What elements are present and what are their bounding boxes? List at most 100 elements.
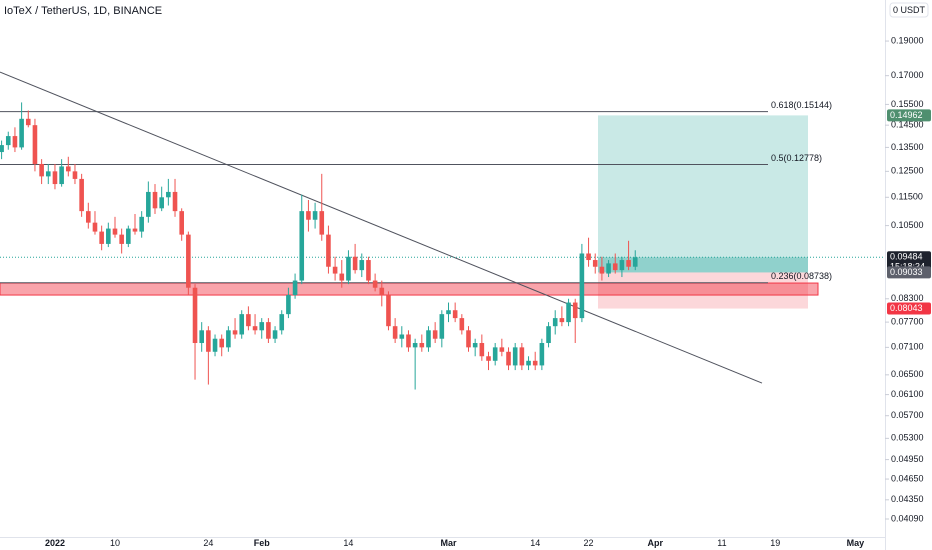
candle-body <box>119 234 124 244</box>
candle-body <box>92 222 98 232</box>
candle-body <box>552 318 558 327</box>
target-price-box <box>887 109 931 122</box>
target-area <box>598 115 808 273</box>
candle-body <box>339 273 345 281</box>
y-tick-label: 0.08300 <box>891 293 924 303</box>
candle-body <box>306 211 311 220</box>
candle-body <box>52 171 58 185</box>
candle-body <box>126 228 131 244</box>
y-tick-label: 0.07700 <box>891 316 924 326</box>
candle-body <box>319 211 325 235</box>
entry-price-box <box>887 266 931 279</box>
candle-body <box>12 136 18 148</box>
x-tick-label: May <box>847 538 865 548</box>
candle-body <box>426 330 431 348</box>
currency-button[interactable] <box>889 2 929 18</box>
candle-body <box>446 310 451 315</box>
y-tick-label: 0.06100 <box>891 389 924 399</box>
candle-body <box>152 191 158 209</box>
y-tick-label: 0.07100 <box>891 342 924 352</box>
candle-body <box>226 330 231 348</box>
candle-body <box>619 260 625 271</box>
candle-body <box>86 211 91 223</box>
candle-body <box>506 351 511 366</box>
candle-body <box>45 171 51 177</box>
y-tick-label: 0.19000 <box>891 35 924 45</box>
candle-body <box>492 347 498 361</box>
x-tick-label: 14 <box>530 538 540 548</box>
y-tick-label: 0.05700 <box>891 410 924 420</box>
open-profit-area <box>598 257 808 273</box>
candle-body <box>252 326 258 331</box>
candle-body <box>419 343 425 348</box>
x-tick-label: 22 <box>584 538 594 548</box>
currency-label[interactable]: 0 USDT <box>893 5 926 15</box>
y-tick-label: 0.05300 <box>891 433 924 443</box>
target-price-label: 0.14962 <box>890 110 923 120</box>
candle-body <box>412 343 418 348</box>
x-tick-label: 11 <box>717 538 726 548</box>
candle-body <box>146 191 151 217</box>
x-tick-label: 24 <box>203 538 213 548</box>
y-tick-label: 0.15500 <box>891 99 924 109</box>
x-tick-label: 14 <box>343 538 353 548</box>
chart-title: IoTeX / TetherUS, 1D, BINANCE <box>4 5 162 17</box>
stop-area <box>598 272 808 309</box>
candle-body <box>312 211 318 220</box>
candle-body <box>232 330 238 335</box>
candle-body <box>432 330 438 339</box>
candle-body <box>159 197 164 209</box>
candle-body <box>332 266 338 274</box>
fib-label: 0.236(0.08738) <box>771 271 832 281</box>
trendline <box>0 71 763 384</box>
candle-body <box>592 260 598 267</box>
candle-body <box>25 118 31 126</box>
x-tick-label: Apr <box>648 538 664 548</box>
candle-body <box>299 211 305 281</box>
x-tick-label: 10 <box>110 538 120 548</box>
candle-body <box>606 263 611 274</box>
candle-body <box>439 314 445 339</box>
candle-body <box>479 343 485 357</box>
candle-body <box>472 343 478 348</box>
candle-body <box>292 280 298 296</box>
candle-body <box>72 171 78 179</box>
candle-body <box>546 326 551 344</box>
candle-body <box>219 338 225 348</box>
candle-body <box>386 295 391 327</box>
candle-body <box>346 256 351 281</box>
candle-body <box>39 163 44 177</box>
candle-body <box>326 234 331 267</box>
candle-body <box>99 231 104 244</box>
candle-body <box>566 302 571 323</box>
candle-body <box>486 356 491 361</box>
candle-body <box>499 347 505 352</box>
y-tick-label: 0.06500 <box>891 369 924 379</box>
candle-body <box>132 228 138 232</box>
y-tick-label: 0.04350 <box>891 494 924 504</box>
candle-body <box>212 338 218 352</box>
candle-body <box>379 287 385 296</box>
candle-body <box>172 191 178 212</box>
candle-body <box>372 280 378 288</box>
candle-body <box>5 136 11 146</box>
candle-body <box>399 334 405 339</box>
candle-body <box>632 257 638 267</box>
y-tick-label: 0.04090 <box>891 513 924 523</box>
candle-body <box>352 256 358 271</box>
candle-body <box>106 228 111 244</box>
y-tick-label: 0.04650 <box>891 473 924 483</box>
candle-body <box>199 330 204 344</box>
fib-label: 0.618(0.15144) <box>771 100 832 110</box>
stop-price-label: 0.08043 <box>890 303 923 313</box>
x-tick-label: 2022 <box>45 538 65 548</box>
candle-body <box>66 166 71 172</box>
candle-body <box>186 234 191 288</box>
last-price-label: 0.09484 <box>890 252 923 262</box>
candle-body <box>286 295 291 315</box>
fib-label: 0.5(0.12778) <box>771 153 822 163</box>
candle-body <box>166 191 171 198</box>
y-tick-label: 0.14500 <box>891 120 924 130</box>
candle-body <box>0 145 4 153</box>
candle-body <box>359 260 365 271</box>
